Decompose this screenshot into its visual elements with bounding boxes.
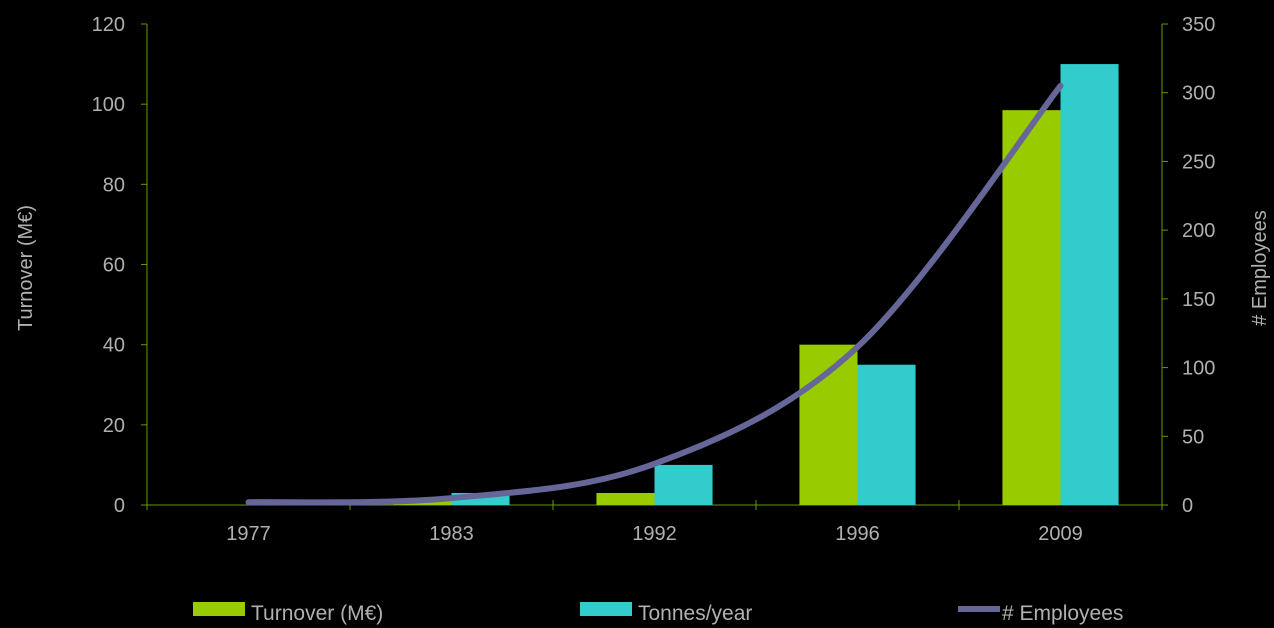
y-tick-label-right: 50 [1182, 426, 1204, 448]
y-tick-label-right: 250 [1182, 151, 1215, 173]
legend-label: Turnover (M€) [251, 602, 383, 625]
y-axis-title-left: Turnover (M€) [15, 205, 37, 331]
lines-group [245, 82, 1064, 506]
y-tick-label-left: 40 [103, 335, 125, 357]
legend: Turnover (M€) Tonnes/year # Employees [193, 602, 1123, 625]
y-tick-label-right: 0 [1182, 495, 1193, 517]
x-tick-label: 2009 [1038, 523, 1083, 545]
y-tick-label-right: 150 [1182, 289, 1215, 311]
line-employees [245, 82, 1064, 506]
y-tick-label-left: 100 [92, 94, 125, 116]
x-tick-label: 1977 [226, 523, 271, 545]
y-tick-label-left: 120 [92, 14, 125, 36]
y-tick-label-right: 200 [1182, 220, 1215, 242]
legend-label: Tonnes/year [638, 602, 752, 625]
x-tick-label: 1983 [429, 523, 474, 545]
x-tick-label: 1992 [632, 523, 677, 545]
y-axis-title-right: # Employees [1249, 210, 1271, 326]
y-tick-label-left: 60 [103, 255, 125, 277]
y-tick-label-right: 300 [1182, 83, 1215, 105]
bar-tonnes [857, 364, 916, 505]
bar-turnover [1002, 110, 1061, 505]
legend-swatch [193, 602, 245, 616]
legend-swatch [580, 602, 632, 616]
bar-turnover [596, 492, 655, 505]
bar-tonnes [654, 464, 713, 505]
x-tick-label: 1996 [835, 523, 880, 545]
y-tick-label-left: 20 [103, 415, 125, 437]
y-tick-label-left: 80 [103, 174, 125, 196]
labels-group: 0 20 40 60 80 100 120 0 50 100 150 200 250 300 350 1977… [92, 14, 1216, 545]
bars-group [393, 64, 1119, 505]
legend-label: # Employees [1002, 602, 1123, 625]
y-tick-label-right: 100 [1182, 358, 1215, 380]
y-tick-label-right: 350 [1182, 14, 1215, 36]
bar-tonnes [1060, 64, 1119, 505]
y-tick-label-left: 0 [114, 495, 125, 517]
